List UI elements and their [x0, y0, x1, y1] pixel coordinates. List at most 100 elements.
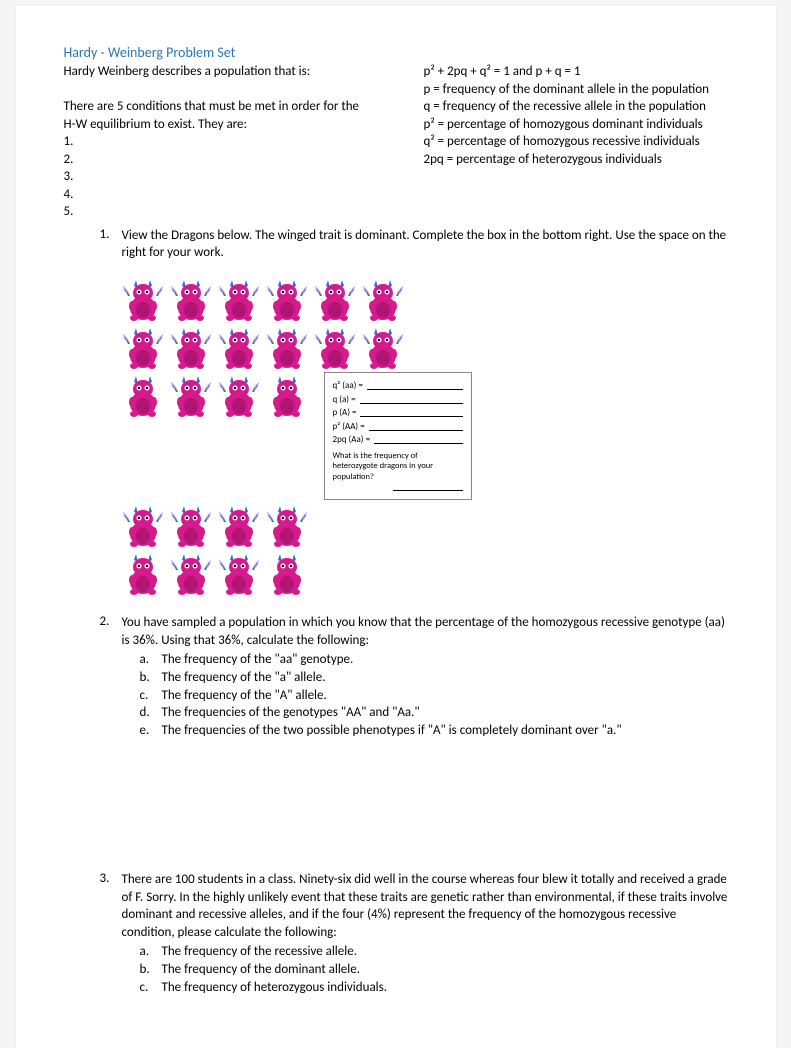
problem-text: You have sampled a population in which y… [122, 614, 728, 649]
intro-line: H-W equilibrium to exist. They are: [64, 116, 404, 134]
sub-item: a.The frequency of the recessive allele. [140, 943, 728, 961]
winged-dragon-icon [314, 324, 356, 370]
intro-line: Hardy Weinberg describes a population th… [64, 63, 404, 81]
wingless-dragon-icon [122, 550, 164, 596]
sub-text: The frequencies of the genotypes "AA" an… [162, 704, 420, 722]
worksheet-page: Hardy - Weinberg Problem Set Hardy Weinb… [16, 6, 776, 1048]
dragon-row [122, 550, 728, 596]
sub-letter: c. [140, 979, 162, 997]
winged-dragon-icon [266, 324, 308, 370]
answer-label: p² (AA) = [333, 420, 365, 434]
winged-dragon-icon [218, 372, 260, 418]
problem-2: 2. You have sampled a population in whic… [100, 614, 728, 739]
dragon-row [122, 324, 728, 370]
winged-dragon-icon [122, 276, 164, 322]
winged-dragon-icon [170, 324, 212, 370]
condition-number: 2. [64, 151, 404, 169]
sub-letter: a. [140, 651, 162, 669]
sub-text: The frequency of the recessive allele. [162, 943, 358, 961]
intro-line: There are 5 conditions that must be met … [64, 98, 404, 116]
def-2pq: 2pq = percentage of heterozygous individ… [424, 151, 728, 169]
winged-dragon-icon [218, 276, 260, 322]
sub-letter: b. [140, 961, 162, 979]
sub-text: The frequency of heterozygous individual… [162, 979, 388, 997]
sub-item: c.The frequency of the "A" allele. [140, 687, 728, 705]
header-columns: Hardy Weinberg describes a population th… [64, 63, 728, 221]
winged-dragon-icon [170, 550, 212, 596]
winged-dragon-icon [122, 502, 164, 548]
sub-item: c.The frequency of heterozygous individu… [140, 979, 728, 997]
sub-item: d.The frequencies of the genotypes "AA" … [140, 704, 728, 722]
winged-dragon-icon [170, 502, 212, 548]
def-p: p = frequency of the dominant allele in … [424, 81, 728, 99]
problem-text: There are 100 students in a class. Ninet… [122, 871, 728, 941]
wingless-dragon-icon [266, 550, 308, 596]
def-q: q = frequency of the recessive allele in… [424, 98, 728, 116]
problem-1: 1. View the Dragons below. The winged tr… [100, 227, 728, 596]
winged-dragon-icon [218, 550, 260, 596]
answer-label: 2pq (Aa) = [333, 433, 371, 447]
wingless-dragon-icon [266, 372, 308, 418]
answer-blank[interactable] [360, 408, 462, 417]
winged-dragon-icon [170, 372, 212, 418]
dragon-grid: q² (aa) =q (a) =p (A) =p² (AA) =2pq (Aa)… [122, 276, 728, 596]
answer-blank[interactable] [367, 381, 463, 390]
sub-item: a.The frequency of the "aa" genotype. [140, 651, 728, 669]
condition-number: 1. [64, 133, 404, 151]
equation-line: p² + 2pq + q² = 1 and p + q = 1 [424, 63, 728, 81]
right-column: p² + 2pq + q² = 1 and p + q = 1 p = freq… [424, 63, 728, 221]
sub-letter: c. [140, 687, 162, 705]
answer-blank[interactable] [374, 435, 462, 444]
sub-item: b.The frequency of the dominant allele. [140, 961, 728, 979]
dragon-row [122, 276, 728, 322]
answer-blank[interactable] [360, 395, 463, 404]
winged-dragon-icon [170, 276, 212, 322]
sub-letter: a. [140, 943, 162, 961]
sub-text: The frequency of the dominant allele. [162, 961, 361, 979]
answer-blank[interactable] [393, 482, 463, 491]
sub-text: The frequency of the "a" allele. [162, 669, 326, 687]
sub-letter: e. [140, 722, 162, 740]
work-space [100, 751, 728, 871]
problem-2-subs: a.The frequency of the "aa" genotype.b.T… [140, 651, 728, 739]
sub-item: b.The frequency of the "a" allele. [140, 669, 728, 687]
winged-dragon-icon [122, 324, 164, 370]
page-title: Hardy - Weinberg Problem Set [64, 44, 728, 61]
condition-number: 5. [64, 203, 404, 221]
winged-dragon-icon [314, 276, 356, 322]
problem-number: 2. [100, 614, 122, 649]
winged-dragon-icon [266, 276, 308, 322]
answer-label: q (a) = [333, 393, 356, 407]
sub-text: The frequencies of the two possible phen… [162, 722, 622, 740]
sub-letter: b. [140, 669, 162, 687]
answer-blank[interactable] [369, 422, 463, 431]
answer-box: q² (aa) =q (a) =p (A) =p² (AA) =2pq (Aa)… [324, 372, 472, 500]
answer-label: q² (aa) = [333, 379, 363, 393]
wingless-dragon-icon [122, 372, 164, 418]
condition-number: 3. [64, 168, 404, 186]
conditions-list: 1. 2. 3. 4. 5. [64, 133, 404, 221]
sub-item: e.The frequencies of the two possible ph… [140, 722, 728, 740]
answer-label: p (A) = [333, 406, 357, 420]
sub-text: The frequency of the "aa" genotype. [162, 651, 354, 669]
winged-dragon-icon [362, 324, 404, 370]
answer-question: What is the frequency of heterozygote dr… [333, 451, 463, 483]
winged-dragon-icon [362, 276, 404, 322]
def-p2: p² = percentage of homozygous dominant i… [424, 116, 728, 134]
dragon-row: q² (aa) =q (a) =p (A) =p² (AA) =2pq (Aa)… [122, 372, 728, 500]
sub-text: The frequency of the "A" allele. [162, 687, 327, 705]
winged-dragon-icon [218, 502, 260, 548]
problem-number: 1. [100, 227, 122, 262]
problem-3: 3. There are 100 students in a class. Ni… [100, 871, 728, 996]
problem-3-subs: a.The frequency of the recessive allele.… [140, 943, 728, 996]
problem-number: 3. [100, 871, 122, 941]
dragon-row [122, 502, 728, 548]
condition-number: 4. [64, 186, 404, 204]
problem-text: View the Dragons below. The winged trait… [122, 227, 728, 262]
sub-letter: d. [140, 704, 162, 722]
problems-section: 1. View the Dragons below. The winged tr… [100, 227, 728, 996]
def-q2: q² = percentage of homozygous recessive … [424, 133, 728, 151]
winged-dragon-icon [266, 502, 308, 548]
winged-dragon-icon [218, 324, 260, 370]
blank-line [64, 81, 404, 99]
